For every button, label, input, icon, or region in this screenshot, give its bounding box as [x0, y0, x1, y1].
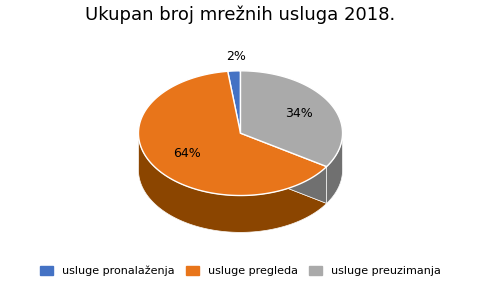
Polygon shape	[240, 133, 326, 203]
Text: 2%: 2%	[226, 50, 245, 63]
Polygon shape	[227, 71, 240, 133]
Polygon shape	[240, 133, 326, 203]
Polygon shape	[138, 71, 326, 196]
Polygon shape	[326, 134, 342, 203]
Polygon shape	[227, 108, 240, 170]
Text: Ukupan broj mrežnih usluga 2018.: Ukupan broj mrežnih usluga 2018.	[85, 5, 395, 24]
Text: 34%: 34%	[284, 107, 312, 120]
Polygon shape	[138, 134, 326, 232]
Legend: usluge pronalaženja, usluge pregleda, usluge preuzimanja: usluge pronalaženja, usluge pregleda, us…	[36, 261, 444, 281]
Polygon shape	[240, 71, 342, 166]
Polygon shape	[138, 108, 326, 232]
Polygon shape	[240, 108, 342, 203]
Text: 64%: 64%	[173, 147, 201, 160]
